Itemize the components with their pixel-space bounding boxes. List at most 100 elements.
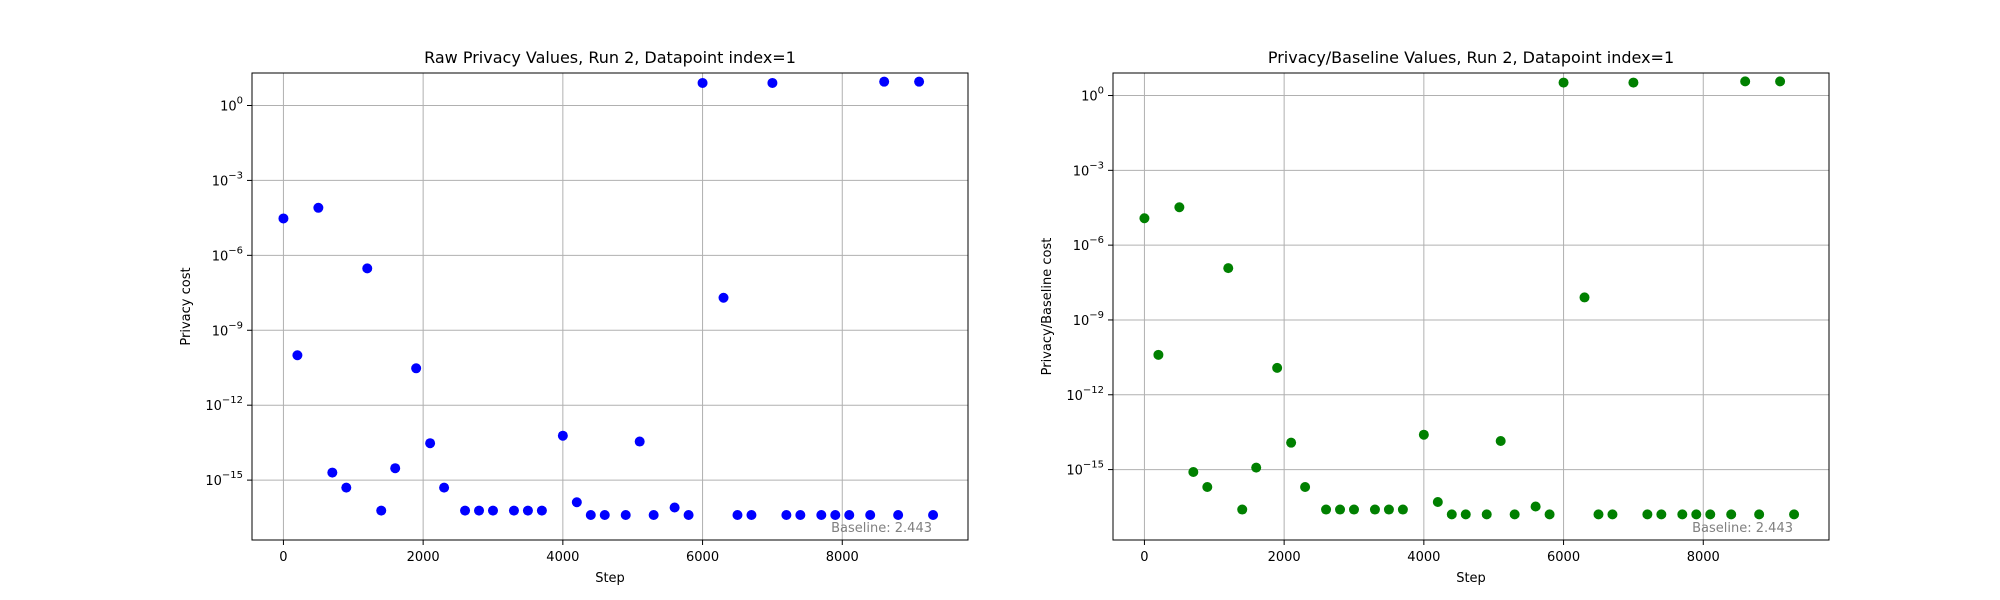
data-point	[683, 510, 694, 521]
y-tick-label: 10−12	[205, 395, 243, 414]
data-point	[425, 438, 436, 449]
data-point	[1202, 482, 1213, 493]
data-point	[1740, 76, 1751, 87]
data-point	[1174, 202, 1185, 213]
data-point	[669, 502, 680, 513]
data-point	[1460, 509, 1471, 520]
data-point	[1418, 429, 1429, 440]
left-chart: Raw Privacy Values, Run 2, Datapoint ind…	[179, 48, 969, 586]
data-point	[732, 510, 743, 521]
data-point	[1789, 509, 1800, 520]
data-point	[1383, 504, 1394, 515]
data-point	[1628, 77, 1639, 88]
data-point	[474, 505, 485, 516]
x-axis-label: Step	[1456, 571, 1486, 586]
x-tick-label: 8000	[826, 550, 859, 565]
data-point	[914, 76, 925, 87]
data-point	[816, 510, 827, 521]
y-tick-label: 10−3	[212, 170, 243, 189]
data-point	[1754, 509, 1765, 520]
data-point	[536, 505, 547, 516]
data-point	[460, 505, 471, 516]
data-point	[1481, 509, 1492, 520]
data-point	[1397, 504, 1408, 515]
baseline-annotation: Baseline: 2.443	[831, 521, 932, 536]
x-tick-label: 4000	[546, 550, 579, 565]
data-point	[746, 510, 757, 521]
data-point	[893, 510, 904, 521]
data-point	[781, 510, 792, 521]
data-point	[1237, 504, 1248, 515]
baseline-annotation: Baseline: 2.443	[1692, 521, 1793, 536]
data-point	[1335, 504, 1346, 515]
y-tick-label: 10−9	[1073, 310, 1104, 329]
data-point	[1544, 509, 1555, 520]
data-point	[522, 505, 533, 516]
data-point	[928, 510, 939, 521]
data-point	[571, 497, 582, 508]
x-tick-label: 0	[1140, 550, 1148, 565]
y-tick-label: 10−6	[212, 245, 243, 264]
y-tick-label: 10−12	[1066, 385, 1104, 404]
plot-frame	[1112, 72, 1830, 541]
data-point	[487, 505, 498, 516]
data-point	[634, 436, 645, 447]
data-point	[292, 350, 303, 361]
data-point	[844, 510, 855, 521]
chart-title: Raw Privacy Values, Run 2, Datapoint ind…	[424, 48, 796, 67]
data-point	[1286, 437, 1297, 448]
data-point	[1369, 504, 1380, 515]
data-point	[1607, 509, 1618, 520]
y-axis-label: Privacy/Baseline cost	[1040, 238, 1055, 376]
data-point	[1321, 504, 1332, 515]
data-point	[508, 505, 519, 516]
data-point	[1726, 509, 1737, 520]
x-tick-label: 2000	[407, 550, 440, 565]
data-point	[1656, 509, 1667, 520]
y-axis-label: Privacy cost	[179, 267, 194, 345]
data-point	[1530, 501, 1541, 512]
data-point	[795, 510, 806, 521]
data-point	[585, 510, 596, 521]
plot-frame	[251, 72, 969, 541]
data-point	[341, 482, 352, 493]
data-point	[718, 292, 729, 303]
data-point	[1775, 76, 1786, 87]
data-point	[1509, 509, 1520, 520]
y-tick-label: 10−9	[212, 320, 243, 339]
data-point	[1272, 362, 1283, 373]
y-tick-label: 10−3	[1073, 160, 1104, 179]
data-point	[697, 77, 708, 88]
data-point	[599, 510, 610, 521]
data-point	[390, 463, 401, 474]
data-point	[1251, 462, 1262, 473]
data-point	[1691, 509, 1702, 520]
data-point	[1677, 509, 1688, 520]
data-point	[1223, 263, 1234, 274]
data-point	[313, 202, 324, 213]
chart-title: Privacy/Baseline Values, Run 2, Datapoin…	[1268, 48, 1674, 67]
data-point	[1495, 435, 1506, 446]
y-tick-label: 100	[220, 95, 243, 114]
data-point	[1558, 77, 1569, 88]
data-point	[327, 467, 338, 478]
data-point	[278, 213, 289, 224]
y-tick-label: 10−15	[1066, 460, 1104, 479]
data-point	[1579, 292, 1590, 303]
right-chart: Privacy/Baseline Values, Run 2, Datapoin…	[1040, 48, 1830, 586]
data-point	[879, 76, 890, 87]
data-point	[411, 363, 422, 374]
data-point	[1153, 349, 1164, 360]
y-tick-label: 100	[1081, 86, 1104, 105]
x-tick-label: 4000	[1407, 550, 1440, 565]
data-point	[1432, 497, 1443, 508]
data-point	[1593, 509, 1604, 520]
data-point	[439, 482, 450, 493]
data-point	[1348, 504, 1359, 515]
y-tick-label: 10−15	[205, 470, 243, 489]
data-point	[830, 510, 841, 521]
x-tick-label: 8000	[1687, 550, 1720, 565]
data-point	[362, 263, 373, 274]
x-tick-label: 0	[279, 550, 287, 565]
